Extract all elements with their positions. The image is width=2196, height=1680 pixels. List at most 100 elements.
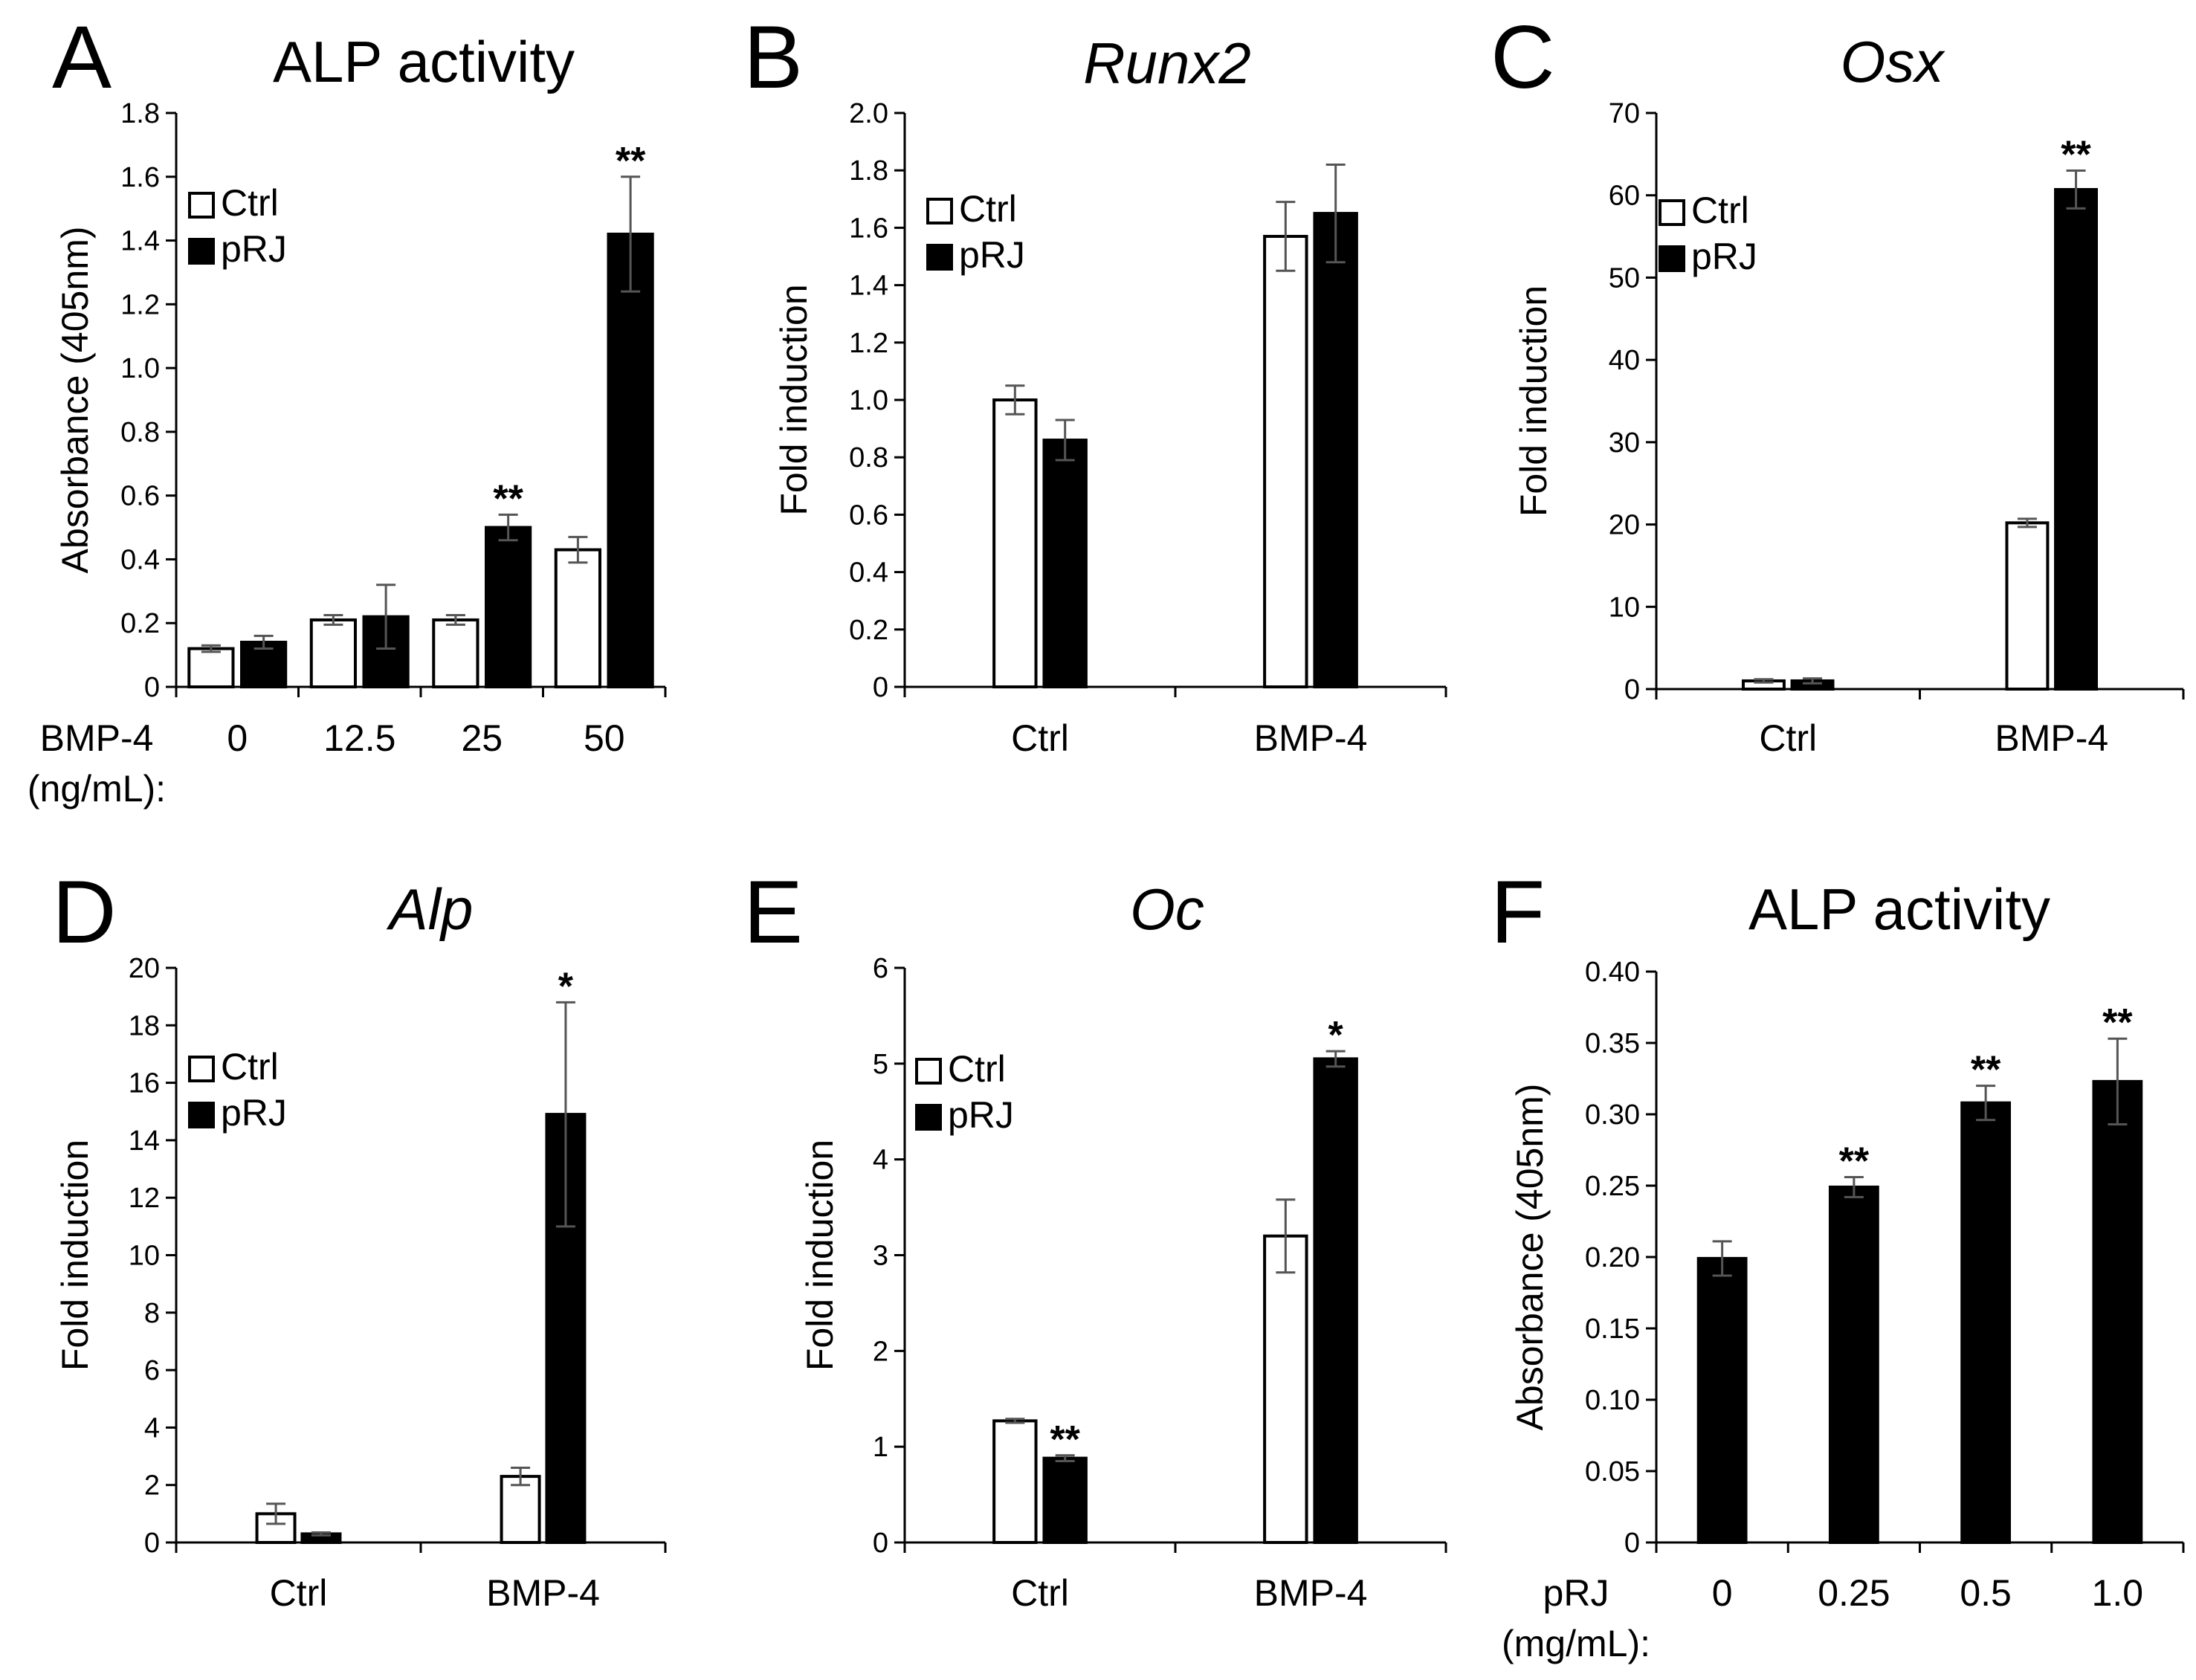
x-tick-label: BMP-4 bbox=[1254, 717, 1368, 759]
x-axis-label-unit: (ng/mL): bbox=[28, 768, 166, 810]
legend-swatch bbox=[188, 1056, 215, 1082]
significance-marker: ** bbox=[2102, 1001, 2133, 1044]
significance-marker: * bbox=[558, 965, 574, 1008]
error-bar bbox=[498, 513, 518, 542]
y-tick-label: 0.15 bbox=[1585, 1314, 1640, 1345]
y-tick-label: 0.30 bbox=[1585, 1099, 1640, 1131]
bar-prj bbox=[1313, 212, 1358, 689]
error-bar bbox=[1005, 384, 1025, 416]
x-tick-label: 0 bbox=[227, 717, 248, 759]
y-tick-label: 1.2 bbox=[849, 328, 888, 359]
bar-ctrl bbox=[992, 398, 1038, 688]
panel-b: B Runx2 Fold induction 0 0.2 0.4 0.6 0.8 1.0 1.2 1… bbox=[743, 7, 1447, 759]
bar-prj bbox=[2054, 187, 2099, 691]
y-tick-label: 0 bbox=[873, 672, 888, 703]
bar-prj bbox=[485, 526, 532, 688]
y-tick-label: 16 bbox=[129, 1068, 160, 1099]
legend-label: Ctrl bbox=[1691, 190, 1749, 231]
y-tick-label: 1.0 bbox=[120, 353, 160, 384]
y-tick-label: 0.8 bbox=[849, 442, 888, 474]
legend-label: pRJ bbox=[959, 234, 1025, 276]
legend-swatch bbox=[926, 198, 953, 224]
error-bar bbox=[1803, 677, 1823, 685]
legend-swatch bbox=[188, 1102, 215, 1128]
y-axis-label: Fold induction bbox=[54, 1140, 96, 1371]
error-bar bbox=[266, 1502, 286, 1525]
y-tick-label: 14 bbox=[129, 1125, 160, 1157]
y-tick-label: 0 bbox=[144, 672, 160, 703]
panel-letter: B bbox=[743, 7, 803, 107]
y-tick-label: 6 bbox=[873, 953, 888, 984]
bar-prj bbox=[1042, 1456, 1088, 1545]
y-tick-label: 2 bbox=[144, 1470, 160, 1502]
y-tick-label: 5 bbox=[873, 1049, 888, 1080]
y-axis-label: Absorbance (405nm) bbox=[1509, 1084, 1551, 1431]
error-bar bbox=[2066, 169, 2086, 210]
legend-label: Ctrl bbox=[948, 1048, 1006, 1090]
bar-prj bbox=[607, 232, 654, 688]
bar-ctrl bbox=[554, 548, 601, 688]
panel-letter: D bbox=[52, 862, 117, 962]
error-bar bbox=[1325, 163, 1346, 264]
y-tick-label: 2.0 bbox=[849, 98, 888, 129]
error-bar bbox=[445, 614, 465, 626]
x-tick-label: 25 bbox=[461, 717, 503, 759]
error-bar bbox=[1276, 201, 1296, 272]
y-tick-label: 6 bbox=[144, 1355, 160, 1386]
y-tick-label: 12 bbox=[129, 1183, 160, 1214]
x-tick-label: 50 bbox=[584, 717, 625, 759]
error-bar bbox=[1844, 1175, 1864, 1198]
chart-title: ALP activity bbox=[1748, 876, 2050, 942]
legend-swatch bbox=[188, 238, 215, 265]
error-bar bbox=[621, 175, 641, 293]
error-bar bbox=[1754, 678, 1774, 684]
y-tick-label: 10 bbox=[129, 1241, 160, 1272]
error-bar bbox=[511, 1467, 531, 1487]
panel-letter: A bbox=[52, 7, 112, 107]
chart-title: ALP activity bbox=[273, 29, 575, 94]
y-tick-label: 8 bbox=[144, 1298, 160, 1329]
panel-a: A ALP activity Absorbance (405nm) 0 0.2 0.4 0.… bbox=[28, 7, 667, 810]
error-bar bbox=[1276, 1198, 1296, 1274]
x-tick-label: Ctrl bbox=[1759, 717, 1817, 759]
error-bar bbox=[376, 584, 396, 650]
y-tick-label: 0.2 bbox=[849, 615, 888, 646]
panel-e: E Oc Fold induction 0 1 2 3 4 5 6 Ctrl ** BMP-4 * Ctrl… bbox=[743, 862, 1447, 1614]
y-tick-label: 0.6 bbox=[849, 500, 888, 531]
y-tick-label: 0 bbox=[144, 1528, 160, 1559]
y-tick-label: 0.6 bbox=[120, 481, 160, 512]
y-tick-label: 1.4 bbox=[120, 226, 160, 257]
y-tick-label: 70 bbox=[1609, 98, 1640, 129]
panel-f: F ALP activity Absorbance (405nm) 0 0.05 0.10… bbox=[1491, 862, 2185, 1664]
error-bar bbox=[323, 614, 343, 626]
bar-prj bbox=[1313, 1057, 1358, 1545]
x-tick-label: BMP-4 bbox=[1254, 1572, 1368, 1614]
y-tick-label: 1 bbox=[873, 1432, 888, 1463]
y-tick-label: 20 bbox=[1609, 510, 1640, 541]
error-bar bbox=[311, 1531, 331, 1537]
y-tick-label: 0.40 bbox=[1585, 957, 1640, 988]
bar-ctrl bbox=[1263, 234, 1308, 689]
legend-swatch bbox=[915, 1104, 942, 1131]
chart-title: Oc bbox=[1130, 876, 1204, 942]
panel-letter: C bbox=[1491, 7, 1555, 107]
x-tick-label: 1.0 bbox=[2092, 1572, 2144, 1614]
bar-ctrl bbox=[1263, 1234, 1308, 1544]
y-axis-label: Fold induction bbox=[1513, 285, 1554, 517]
error-bar bbox=[568, 535, 588, 564]
significance-marker: * bbox=[1328, 1014, 1344, 1057]
y-axis-label: Fold induction bbox=[773, 284, 815, 515]
y-tick-label: 0.2 bbox=[120, 608, 160, 639]
x-tick-label: Ctrl bbox=[1011, 1572, 1069, 1614]
y-tick-label: 1.2 bbox=[120, 289, 160, 320]
panel-c: C Osx Fold induction 0 10 20 30 40 50 60 70 Ctrl BMP… bbox=[1491, 7, 2185, 759]
y-tick-label: 0.20 bbox=[1585, 1242, 1640, 1273]
bar-ctrl bbox=[309, 618, 357, 689]
legend-label: pRJ bbox=[948, 1094, 1014, 1136]
bar-prj bbox=[1042, 439, 1088, 688]
bar-ctrl bbox=[187, 647, 235, 688]
